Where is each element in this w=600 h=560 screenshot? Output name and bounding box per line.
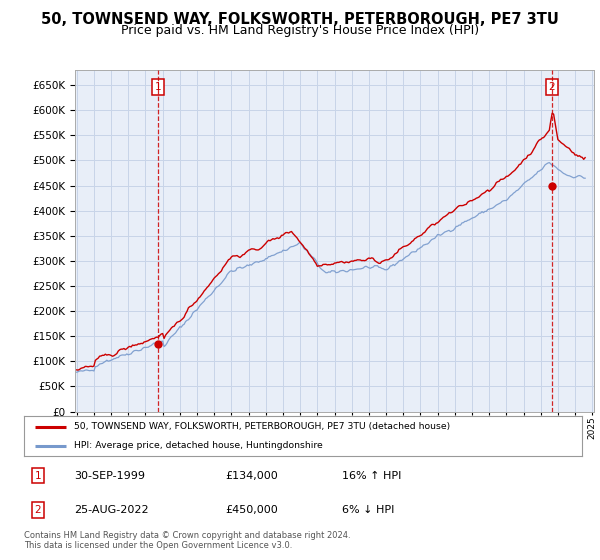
Text: Price paid vs. HM Land Registry's House Price Index (HPI): Price paid vs. HM Land Registry's House …: [121, 24, 479, 36]
Text: 1: 1: [155, 82, 161, 92]
Text: 50, TOWNSEND WAY, FOLKSWORTH, PETERBOROUGH, PE7 3TU: 50, TOWNSEND WAY, FOLKSWORTH, PETERBOROU…: [41, 12, 559, 27]
Text: 6% ↓ HPI: 6% ↓ HPI: [342, 505, 394, 515]
Text: 50, TOWNSEND WAY, FOLKSWORTH, PETERBOROUGH, PE7 3TU (detached house): 50, TOWNSEND WAY, FOLKSWORTH, PETERBOROU…: [74, 422, 451, 431]
Text: £450,000: £450,000: [225, 505, 278, 515]
Text: 2: 2: [35, 505, 41, 515]
Text: 16% ↑ HPI: 16% ↑ HPI: [342, 470, 401, 480]
Text: HPI: Average price, detached house, Huntingdonshire: HPI: Average price, detached house, Hunt…: [74, 441, 323, 450]
Text: £134,000: £134,000: [225, 470, 278, 480]
Text: 25-AUG-2022: 25-AUG-2022: [74, 505, 149, 515]
Text: Contains HM Land Registry data © Crown copyright and database right 2024.
This d: Contains HM Land Registry data © Crown c…: [24, 531, 350, 550]
Text: 30-SEP-1999: 30-SEP-1999: [74, 470, 145, 480]
Text: 2: 2: [548, 82, 555, 92]
Text: 1: 1: [35, 470, 41, 480]
